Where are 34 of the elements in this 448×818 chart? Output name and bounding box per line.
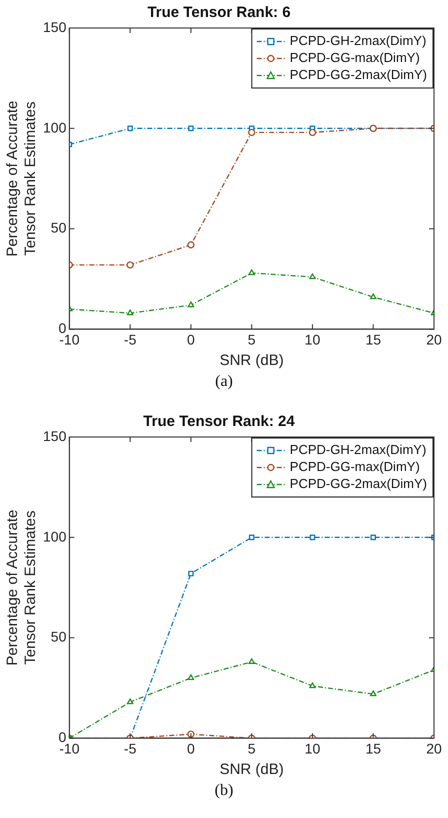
legend-label: PCPD-GG-2max(DimY)	[290, 67, 428, 82]
x-tick-label: 15	[365, 740, 382, 756]
x-tick-label: -5	[124, 331, 137, 348]
legend-label: PCPD-GH-2max(DimY)	[290, 33, 426, 48]
y-tick-label: 100	[43, 528, 67, 544]
chart-title: True Tensor Rank: 6	[147, 4, 291, 22]
text: (a)	[214, 373, 234, 391]
x-tick-label: -5	[124, 740, 137, 756]
x-axis-title: SNR (dB)	[220, 761, 284, 778]
x-tick-label: 0	[187, 331, 196, 348]
legend-label: PCPD-GG-2max(DimY)	[290, 476, 428, 492]
text: (b)	[214, 782, 234, 800]
y-axis-title: Percentage of Accurate Tensor Rank Estimates	[4, 100, 40, 257]
x-tick-label: 20	[426, 331, 442, 348]
y-tick-label: 50	[50, 628, 67, 645]
y-tick-label: 100	[43, 119, 67, 136]
legend-label: PCPD-GG-max(DimY)	[290, 50, 420, 66]
legend-label: PCPD-GG-max(DimY)	[290, 459, 420, 474]
x-tick-label: 0	[187, 740, 196, 756]
x-axis-title: SNR (dB)	[220, 352, 284, 370]
y-tick-label: 0	[58, 729, 67, 746]
x-tick-label: 5	[248, 740, 256, 756]
x-tick-label: 5	[248, 331, 256, 348]
x-tick-label: 20	[426, 740, 442, 756]
y-tick-label: 150	[43, 428, 67, 444]
x-tick-label: 10	[304, 331, 320, 348]
x-tick-label: 15	[365, 331, 382, 348]
y-axis-title: Percentage of Accurate Tensor Rank Estimates	[4, 510, 40, 666]
legend-label: PCPD-GH-2max(DimY)	[290, 442, 426, 458]
y-tick-label: 50	[50, 220, 67, 236]
x-tick-label: 10	[304, 740, 320, 756]
y-tick-label: 0	[58, 320, 67, 336]
y-tick-label: 150	[43, 18, 67, 35]
chart-title: True Tensor Rank: 24	[143, 413, 296, 430]
